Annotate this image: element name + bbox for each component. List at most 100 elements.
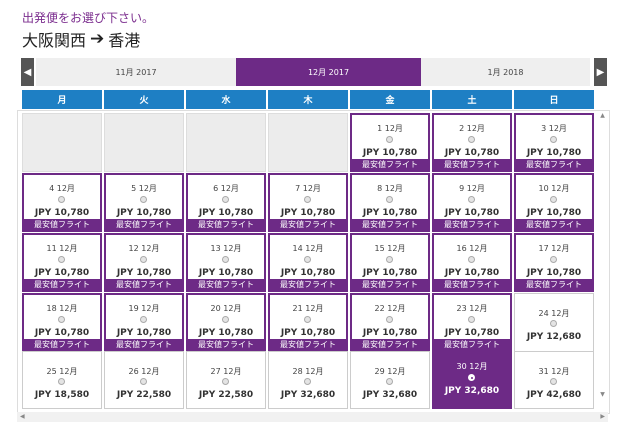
next-month-chevron-icon[interactable]: ▶ (594, 58, 607, 86)
prev-month-chevron-icon[interactable]: ◀ (21, 58, 34, 86)
day-cell[interactable]: 9 12月 JPY 10,780 最安値フライト (432, 173, 512, 232)
cheapest-flight-tag: 最安値フライト (352, 339, 428, 350)
day-cell[interactable]: 5 12月 JPY 10,780 最安値フライト (104, 173, 184, 232)
fare-radio[interactable] (550, 256, 557, 263)
day-cell[interactable]: 2 12月 JPY 10,780 最安値フライト (432, 113, 512, 172)
day-price: JPY 10,780 (526, 268, 582, 278)
empty-day-cell (104, 113, 184, 172)
fare-radio[interactable] (468, 316, 475, 323)
scroll-up-icon[interactable]: ▲ (600, 112, 605, 119)
tab-next-month[interactable]: 1月 2018 (421, 58, 590, 86)
day-cell[interactable]: 19 12月 JPY 10,780 最安値フライト (104, 293, 184, 352)
day-cell[interactable]: 4 12月 JPY 10,780 最安値フライト (22, 173, 102, 232)
fare-radio[interactable] (468, 196, 475, 203)
tab-prev-month[interactable]: 11月 2017 (36, 58, 236, 86)
day-date: 12 12月 (128, 244, 160, 253)
day-price: JPY 18,580 (34, 390, 90, 400)
fare-radio[interactable] (140, 196, 147, 203)
day-cell[interactable]: 18 12月 JPY 10,780 最安値フライト (22, 293, 102, 352)
cheapest-flight-tag: 最安値フライト (516, 159, 592, 170)
day-cell[interactable]: 30 12月 JPY 32,680 (432, 351, 512, 409)
day-cell[interactable]: 17 12月 JPY 10,780 最安値フライト (514, 233, 594, 292)
fare-radio[interactable] (58, 196, 65, 203)
fare-radio[interactable] (386, 256, 393, 263)
scroll-left-icon[interactable]: ◀ (20, 413, 25, 420)
fare-radio[interactable] (304, 196, 311, 203)
day-cell[interactable]: 16 12月 JPY 10,780 最安値フライト (432, 233, 512, 292)
scroll-right-icon[interactable]: ▶ (600, 413, 605, 420)
day-price: JPY 10,780 (116, 328, 172, 338)
fare-radio[interactable] (140, 378, 147, 385)
day-price: JPY 32,680 (444, 386, 500, 396)
day-price: JPY 10,780 (526, 208, 582, 218)
day-cell[interactable]: 3 12月 JPY 10,780 最安値フライト (514, 113, 594, 172)
fare-radio[interactable] (550, 196, 557, 203)
day-price: JPY 32,680 (362, 390, 418, 400)
fare-radio[interactable] (140, 256, 147, 263)
day-date: 1 12月 (377, 124, 403, 133)
fare-radio[interactable] (304, 316, 311, 323)
day-cell[interactable]: 1 12月 JPY 10,780 最安値フライト (350, 113, 430, 172)
fare-radio[interactable] (222, 256, 229, 263)
fare-radio[interactable] (468, 136, 475, 143)
day-cell[interactable]: 21 12月 JPY 10,780 最安値フライト (268, 293, 348, 352)
fare-radio[interactable] (550, 320, 557, 327)
horizontal-scrollbar[interactable]: ◀ ▶ (17, 412, 608, 422)
fare-radio[interactable] (58, 316, 65, 323)
fare-radio[interactable] (222, 378, 229, 385)
tab-current-month[interactable]: 12月 2017 (236, 58, 421, 86)
day-cell[interactable]: 23 12月 JPY 10,780 最安値フライト (432, 293, 512, 352)
day-cell[interactable]: 27 12月 JPY 22,580 (186, 351, 266, 409)
day-cell[interactable]: 20 12月 JPY 10,780 最安値フライト (186, 293, 266, 352)
day-cell[interactable]: 11 12月 JPY 10,780 最安値フライト (22, 233, 102, 292)
day-cell[interactable]: 29 12月 JPY 32,680 (350, 351, 430, 409)
fare-radio[interactable] (58, 256, 65, 263)
fare-radio[interactable] (222, 196, 229, 203)
day-cell[interactable]: 15 12月 JPY 10,780 最安値フライト (350, 233, 430, 292)
day-cell[interactable]: 13 12月 JPY 10,780 最安値フライト (186, 233, 266, 292)
cheapest-flight-tag: 最安値フライト (188, 279, 264, 290)
fare-radio[interactable] (386, 378, 393, 385)
fare-radio[interactable] (304, 378, 311, 385)
day-cell[interactable]: 28 12月 JPY 32,680 (268, 351, 348, 409)
day-cell[interactable]: 7 12月 JPY 10,780 最安値フライト (268, 173, 348, 232)
day-date: 11 12月 (46, 244, 78, 253)
fare-radio[interactable] (304, 256, 311, 263)
day-cell[interactable]: 25 12月 JPY 18,580 (22, 351, 102, 409)
cheapest-flight-tag: 最安値フライト (24, 339, 100, 350)
fare-radio[interactable] (468, 256, 475, 263)
day-date: 5 12月 (131, 184, 157, 193)
fare-radio[interactable] (58, 378, 65, 385)
fare-radio[interactable] (468, 374, 475, 381)
day-date: 26 12月 (128, 367, 160, 376)
fare-radio[interactable] (550, 378, 557, 385)
select-departure-prompt: 出発便をお選び下さい。 (22, 11, 155, 25)
day-cell[interactable]: 14 12月 JPY 10,780 最安値フライト (268, 233, 348, 292)
cheapest-flight-tag: 最安値フライト (516, 279, 592, 290)
day-cell[interactable]: 22 12月 JPY 10,780 最安値フライト (350, 293, 430, 352)
fare-radio[interactable] (386, 196, 393, 203)
fare-radio[interactable] (386, 136, 393, 143)
day-cell[interactable]: 31 12月 JPY 42,680 (514, 351, 594, 409)
weekday-1: 火 (104, 90, 184, 109)
day-cell[interactable]: 24 12月 JPY 12,680 (514, 293, 594, 352)
day-date: 24 12月 (538, 309, 570, 318)
day-date: 16 12月 (456, 244, 488, 253)
cheapest-flight-tag: 最安値フライト (352, 219, 428, 230)
day-cell[interactable]: 8 12月 JPY 10,780 最安値フライト (350, 173, 430, 232)
day-cell[interactable]: 26 12月 JPY 22,580 (104, 351, 184, 409)
day-price: JPY 10,780 (280, 268, 336, 278)
day-cell[interactable]: 12 12月 JPY 10,780 最安値フライト (104, 233, 184, 292)
fare-radio[interactable] (386, 316, 393, 323)
day-cell[interactable]: 6 12月 JPY 10,780 最安値フライト (186, 173, 266, 232)
fare-radio[interactable] (222, 316, 229, 323)
cheapest-flight-tag: 最安値フライト (188, 339, 264, 350)
fare-radio[interactable] (550, 136, 557, 143)
day-cell[interactable]: 10 12月 JPY 10,780 最安値フライト (514, 173, 594, 232)
day-date: 10 12月 (538, 184, 570, 193)
cheapest-flight-tag: 最安値フライト (434, 159, 510, 170)
vertical-scrollbar[interactable]: ▲ ▼ (598, 110, 607, 412)
fare-radio[interactable] (140, 316, 147, 323)
scroll-down-icon[interactable]: ▼ (600, 391, 605, 398)
cheapest-flight-tag: 最安値フライト (270, 219, 346, 230)
